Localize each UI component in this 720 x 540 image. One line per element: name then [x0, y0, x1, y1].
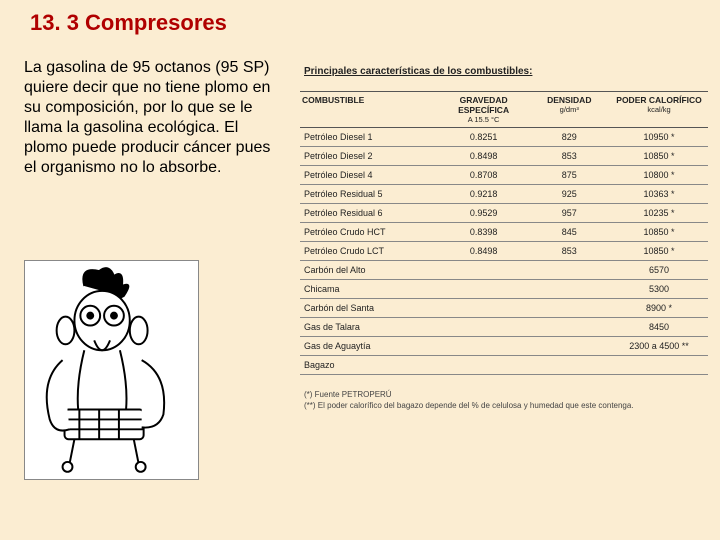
- cell-dens: 829: [528, 128, 610, 147]
- col-densidad: DENSIDAD g/dm³: [528, 92, 610, 128]
- cell-dens: [528, 356, 610, 375]
- cell-name: Carbón del Alto: [300, 261, 439, 280]
- cell-cal: 10850 *: [610, 223, 708, 242]
- cell-grav: [439, 280, 529, 299]
- cell-name: Petróleo Diesel 1: [300, 128, 439, 147]
- table-row: Carbón del Santa 8900 *: [300, 299, 708, 318]
- cell-cal: [610, 356, 708, 375]
- cell-cal: 10363 *: [610, 185, 708, 204]
- cell-cal: 10950 *: [610, 128, 708, 147]
- table-row: Petróleo Diesel 20.849885310850 *: [300, 147, 708, 166]
- table-row: Gas de Talara 8450: [300, 318, 708, 337]
- cell-name: Petróleo Diesel 2: [300, 147, 439, 166]
- cell-grav: 0.8498: [439, 147, 529, 166]
- section-heading: 13. 3 Compresores: [30, 10, 227, 36]
- cell-cal: 10850 *: [610, 242, 708, 261]
- cell-dens: [528, 318, 610, 337]
- cell-grav: [439, 337, 529, 356]
- cell-dens: [528, 299, 610, 318]
- cell-dens: 845: [528, 223, 610, 242]
- table-row: Petróleo Crudo LCT0.849885310850 *: [300, 242, 708, 261]
- cell-grav: 0.9218: [439, 185, 529, 204]
- cell-dens: [528, 337, 610, 356]
- cell-dens: 957: [528, 204, 610, 223]
- cell-grav: 0.8708: [439, 166, 529, 185]
- cell-cal: 8900 *: [610, 299, 708, 318]
- cell-name: Petróleo Crudo HCT: [300, 223, 439, 242]
- table-row: Petróleo Residual 60.952995710235 *: [300, 204, 708, 223]
- cell-cal: 2300 a 4500 **: [610, 337, 708, 356]
- cell-grav: 0.8498: [439, 242, 529, 261]
- table-row: Chicama 5300: [300, 280, 708, 299]
- fuel-table-panel: Principales características de los combu…: [300, 60, 708, 490]
- cell-grav: [439, 318, 529, 337]
- footnote-2: (**) El poder calorífico del bagazo depe…: [304, 400, 708, 411]
- body-paragraph: La gasolina de 95 octanos (95 SP) quiere…: [24, 58, 282, 178]
- cell-cal: 8450: [610, 318, 708, 337]
- cell-grav: 0.8251: [439, 128, 529, 147]
- cell-dens: 925: [528, 185, 610, 204]
- cell-dens: 853: [528, 242, 610, 261]
- cell-name: Petróleo Crudo LCT: [300, 242, 439, 261]
- cell-cal: 5300: [610, 280, 708, 299]
- col-gravedad: GRAVEDAD ESPECÍFICA A 15.5 °C: [439, 92, 529, 128]
- cell-dens: 875: [528, 166, 610, 185]
- cell-cal: 10235 *: [610, 204, 708, 223]
- cell-dens: [528, 261, 610, 280]
- cell-name: Carbón del Santa: [300, 299, 439, 318]
- cell-grav: 0.8398: [439, 223, 529, 242]
- table-row: Carbón del Alto 6570: [300, 261, 708, 280]
- cell-name: Petróleo Residual 5: [300, 185, 439, 204]
- table-row: Petróleo Crudo HCT0.839884510850 *: [300, 223, 708, 242]
- table-row: Petróleo Residual 50.921892510363 *: [300, 185, 708, 204]
- cell-cal: 10800 *: [610, 166, 708, 185]
- cell-cal: 6570: [610, 261, 708, 280]
- cell-grav: [439, 356, 529, 375]
- fuel-table: COMBUSTIBLE GRAVEDAD ESPECÍFICA A 15.5 °…: [300, 91, 708, 375]
- cell-grav: [439, 261, 529, 280]
- col-calorifico: PODER CALORÍFICO kcal/kg: [610, 92, 708, 128]
- table-title: Principales características de los combu…: [300, 60, 708, 81]
- table-footnotes: (*) Fuente PETROPERÚ (**) El poder calor…: [300, 389, 708, 411]
- cell-name: Petróleo Diesel 4: [300, 166, 439, 185]
- cartoon-illustration: [24, 260, 199, 480]
- cell-cal: 10850 *: [610, 147, 708, 166]
- table-row: Gas de Aguaytía 2300 a 4500 **: [300, 337, 708, 356]
- table-row: Bagazo: [300, 356, 708, 375]
- col-combustible: COMBUSTIBLE: [300, 92, 439, 128]
- cell-grav: 0.9529: [439, 204, 529, 223]
- table-row: Petróleo Diesel 10.825182910950 *: [300, 128, 708, 147]
- cell-dens: 853: [528, 147, 610, 166]
- cell-name: Petróleo Residual 6: [300, 204, 439, 223]
- footnote-1: (*) Fuente PETROPERÚ: [304, 389, 708, 400]
- cell-grav: [439, 299, 529, 318]
- table-row: Petróleo Diesel 40.870887510800 *: [300, 166, 708, 185]
- cell-dens: [528, 280, 610, 299]
- cell-name: Chicama: [300, 280, 439, 299]
- cell-name: Gas de Aguaytía: [300, 337, 439, 356]
- cell-name: Gas de Talara: [300, 318, 439, 337]
- cell-name: Bagazo: [300, 356, 439, 375]
